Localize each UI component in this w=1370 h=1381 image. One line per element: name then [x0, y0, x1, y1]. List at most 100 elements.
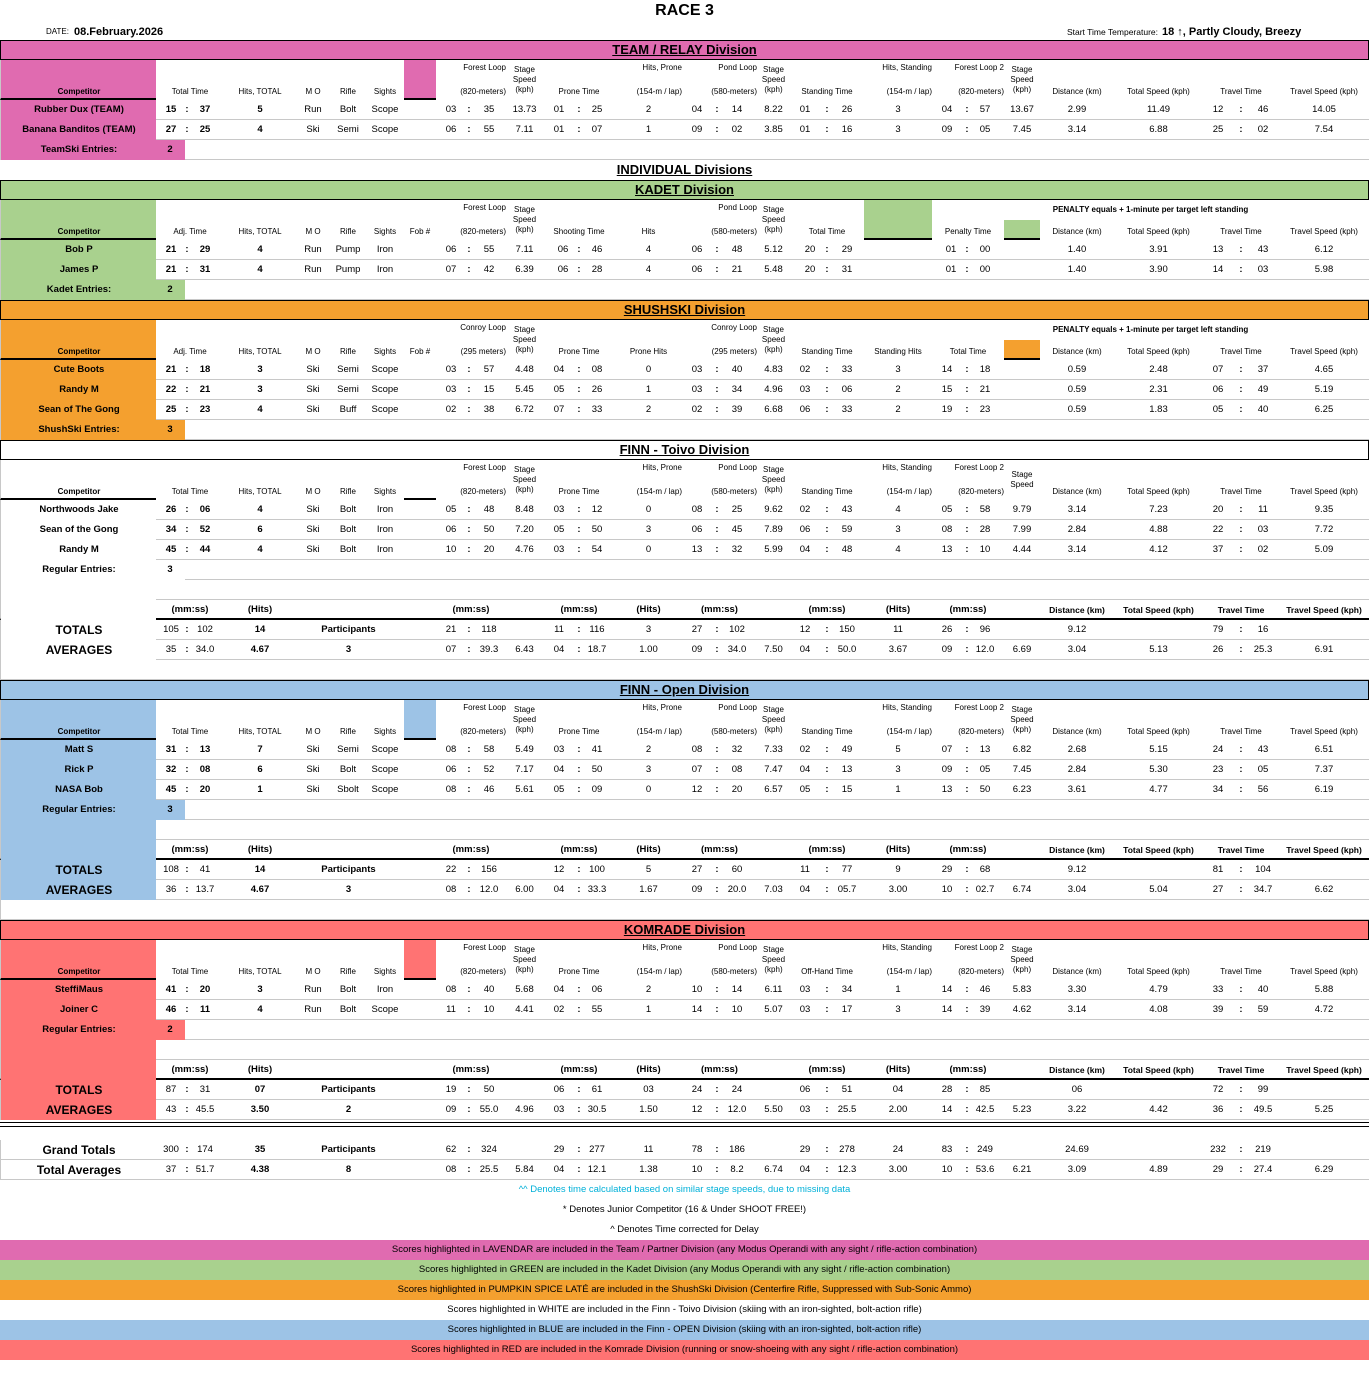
averages-value: 12.0: [975, 644, 995, 655]
cell-value: 03: [799, 384, 811, 395]
header-line: (820-meters): [958, 87, 1004, 96]
cell-value: 07: [445, 264, 457, 275]
averages-value: 5.50: [764, 1104, 783, 1115]
time-separator: :: [715, 524, 719, 535]
cell-value: 4.76: [515, 544, 534, 555]
time-separator: :: [715, 1144, 719, 1155]
cell-value: 02: [1257, 544, 1269, 555]
time-separator: :: [185, 1144, 189, 1155]
cell-value: 07: [1212, 364, 1224, 375]
cell-value: 7.45: [1012, 124, 1032, 135]
entries-label: Regular Entries:: [42, 1024, 116, 1035]
totals-value: 27: [691, 864, 703, 875]
column-header: Total Time: [156, 460, 224, 500]
cell-value: 5.45: [515, 384, 534, 395]
cell-value: 20: [731, 784, 743, 795]
cell-value: 52: [199, 524, 211, 535]
header-row: Competitor Total Time Hits, TOTAL M O Rifle S…: [0, 460, 1369, 500]
column-header: Prone Time: [543, 940, 615, 980]
column-header: Standing Hits: [864, 320, 932, 360]
cell-value: 38: [483, 404, 495, 415]
time-separator: :: [577, 864, 581, 875]
cell-value: 25: [731, 504, 743, 515]
cell-value: 6.23: [1012, 784, 1032, 795]
totals-value: 118: [481, 624, 497, 635]
averages-value: AVERAGES: [45, 1103, 113, 1117]
column-header: Stage Speed (kph): [757, 940, 790, 980]
column-header: Stage Speed (kph): [757, 200, 790, 240]
entries-cell-bg: [1, 280, 185, 300]
grand-totals-row: Grand Totals 300 174 35 Participants 62 324 29 2…: [0, 1140, 1369, 1160]
grand_totals-value: 278: [839, 1144, 855, 1155]
cell-value: 6.25: [1314, 404, 1334, 415]
cell-value: 7.33: [764, 744, 783, 755]
time-separator: :: [825, 384, 829, 395]
division-title: TEAM / RELAY Division: [612, 42, 757, 57]
entries-cell-bg: [1, 1020, 185, 1040]
column-header: Travel Speed (kph): [1279, 60, 1369, 100]
time-separator: :: [577, 1104, 581, 1115]
total_averages-value: 25.5: [479, 1164, 499, 1175]
column-header: Rifle: [330, 60, 366, 100]
cell-value: 21: [165, 244, 177, 255]
cell-value: 3.90: [1149, 264, 1168, 275]
grand_totals-value: 186: [729, 1144, 745, 1155]
totals-row: TOTALS 108 41 14 Participants 22 156 12 100 5 27 60…: [0, 860, 1369, 880]
time-separator: :: [577, 364, 581, 375]
division-title: KOMRADE Division: [623, 922, 746, 937]
averages-value: 09: [445, 1104, 457, 1115]
header-line: (820-meters): [460, 87, 506, 96]
column-header: Forest Loop 2 (820-meters): [932, 460, 1004, 500]
competitor-cell-bg: [1, 260, 156, 280]
entries-count: 3: [167, 424, 173, 435]
averages-value: 39.3: [479, 644, 499, 655]
cell-value: 5.07: [764, 1004, 783, 1015]
header-line: Forest Loop: [463, 463, 506, 472]
time-separator: :: [467, 404, 471, 415]
grand_totals-value: 300: [163, 1144, 179, 1155]
entries-label: Kadet Entries:: [46, 284, 112, 295]
time-separator: :: [965, 864, 969, 875]
cell-value: 32: [731, 744, 743, 755]
cell-value: 6.11: [764, 984, 783, 995]
time-separator: :: [1239, 364, 1243, 375]
averages-value: 14: [941, 1104, 953, 1115]
cell-value: 06: [591, 984, 603, 995]
time-separator: :: [467, 864, 471, 875]
totals-value: 105: [163, 624, 179, 635]
cell-value: 31: [841, 264, 853, 275]
cell-value: 15: [841, 784, 853, 795]
header-line: (580-meters): [711, 967, 757, 976]
totals-value: 28: [941, 1084, 953, 1095]
time-separator: :: [965, 744, 969, 755]
averages-value: 05.7: [837, 884, 857, 895]
column-header: Stage Speed (kph): [506, 460, 543, 500]
time-separator: :: [715, 364, 719, 375]
column-header: Shooting Time: [543, 200, 615, 240]
column-header: Hits, TOTAL: [224, 320, 296, 360]
header-line: Hits, Standing: [882, 463, 932, 472]
cell-value: 28: [591, 264, 603, 275]
competitor-cell-bg: [1, 400, 156, 420]
total_averages-value: 37: [165, 1164, 177, 1175]
column-header: Hits, Prone (154-m / lap): [615, 700, 682, 740]
column-header: Forest Loop (820-meters): [436, 200, 506, 240]
time-separator: :: [825, 764, 829, 775]
cell-value: Semi: [337, 384, 359, 395]
unit-label: Distance (km): [1049, 1065, 1105, 1075]
division-title-band: SHUSHSKI Division: [0, 300, 1369, 320]
cell-value: 3: [895, 364, 901, 375]
footnote: Scores highlighted in LAVENDAR are inclu…: [0, 1240, 1369, 1260]
cell-value: 3.85: [764, 124, 783, 135]
column-header: Stage Speed (kph): [506, 700, 543, 740]
cell-value: 46: [1257, 104, 1269, 115]
cell-value: 35: [483, 104, 495, 115]
time-separator: :: [1239, 744, 1243, 755]
cell-value: 8.48: [515, 504, 534, 515]
spacer-bg: [1, 820, 156, 840]
time-separator: :: [965, 364, 969, 375]
averages-value: 35: [165, 644, 177, 655]
cell-value: 40: [1257, 404, 1269, 415]
column-header: Total Speed (kph): [1114, 940, 1203, 980]
unit-label: (mm:ss): [949, 844, 987, 855]
